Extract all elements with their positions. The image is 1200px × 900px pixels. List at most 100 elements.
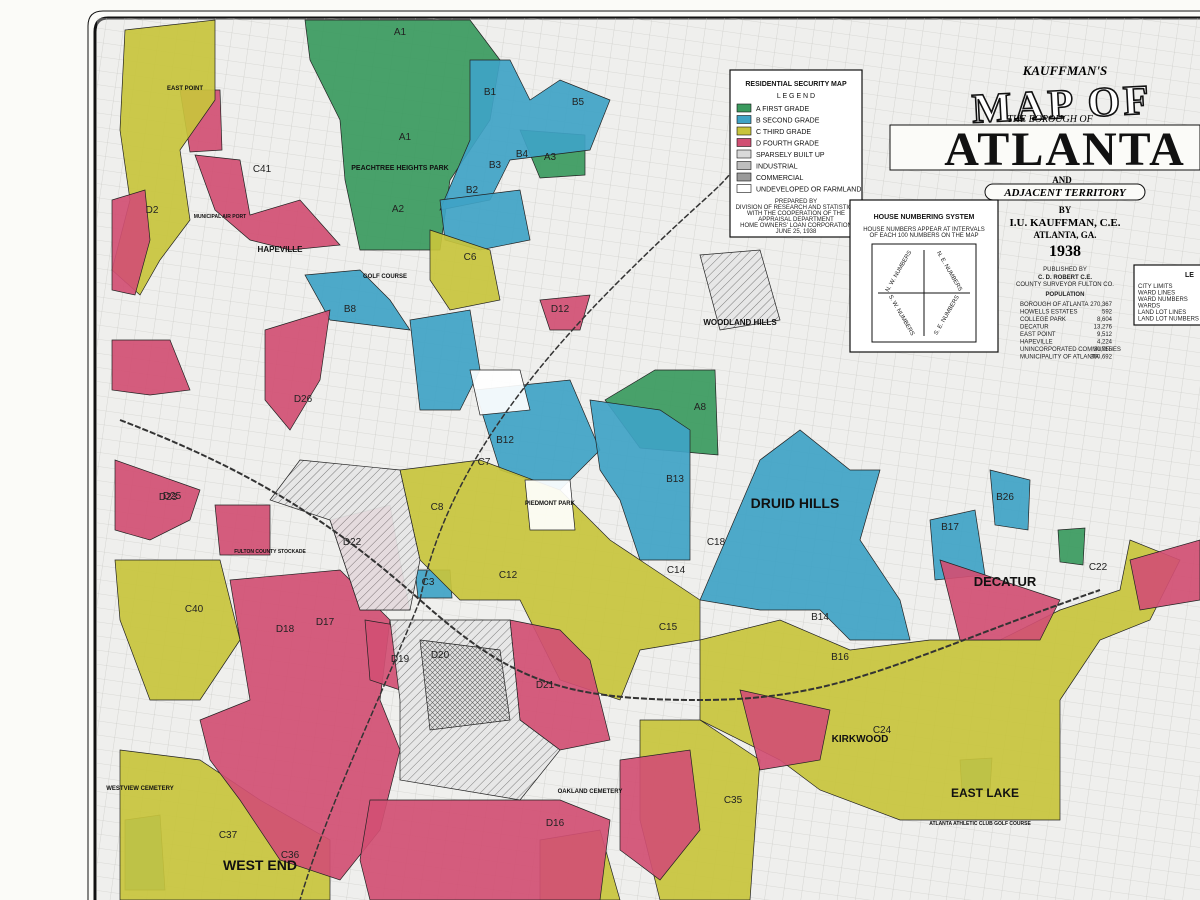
key-title: LE [1185,272,1194,279]
zone [114,459,201,541]
zone-label: C12 [499,570,518,581]
zone-label: B14 [811,612,829,623]
zone-label: A3 [544,152,557,163]
by: BY [1059,205,1072,215]
adjacent-frame [984,183,1146,201]
population-place: HAPEVILLE [1020,340,1053,346]
zone-label: B16 [831,652,849,663]
house-numbering: HOUSE NUMBERING SYSTEM HOUSE NUMBERS APP… [849,199,999,353]
zone [269,459,421,611]
zone [699,429,911,641]
zone-label: B5 [572,97,585,108]
legend-swatch [736,172,752,182]
zone [439,59,611,211]
title-frame [889,124,1200,171]
zone-label: B4 [516,149,529,160]
legend-label: A FIRST GRADE [756,106,809,113]
place-name: PIEDMONT PARK [525,501,576,507]
zone-label: D12 [551,304,570,315]
zone-label: B2 [466,185,479,196]
zone-label: D17 [316,617,335,628]
key-label: WARD NUMBERS [1138,297,1188,303]
key-label: WARDS [1138,304,1160,310]
legend-label: B SECOND GRADE [756,118,820,125]
legend-note: WITH THE COOPERATION OF THE [747,211,845,217]
zone-label: B12 [496,435,514,446]
house-diagram [871,243,977,343]
zone-label: B13 [666,474,684,485]
place-name: PEACHTREE HEIGHTS PARK [351,165,449,172]
zone-label: C35 [724,795,743,806]
zone-label: B17 [941,522,959,533]
legend-label: C THIRD GRADE [756,129,811,136]
key-label: CITY LIMITS [1138,284,1173,290]
frame-outer [87,10,1200,900]
legend-box [729,69,863,238]
zone-label: D2 [146,205,159,216]
population-count: 270,367 [1090,302,1112,308]
place-name: MUNICIPAL AIR PORT [194,214,246,220]
zone-label: B1 [484,87,497,98]
zone [699,249,781,331]
surveyor: C. D. ROBERT C.E. [1038,275,1092,281]
zone-label: C40 [185,604,204,615]
legend-note: DIVISION OF RESEARCH AND STATISTICS [736,205,857,211]
zone [1129,539,1200,611]
legend: RESIDENTIAL SECURITY MAP L E G E N D A F… [729,69,863,238]
place: ATLANTA, GA. [1034,230,1097,240]
zone-label: D22 [343,537,362,548]
population-place: HOWELLS ESTATES [1020,310,1077,316]
place-name: WOODLAND HILLS [703,318,777,327]
population-count: 8,604 [1097,317,1113,323]
zone [111,189,151,296]
legend-note: JUNE 25, 1938 [776,229,817,235]
house-note: HOUSE NUMBERS APPEAR AT INTERVALS [863,227,985,233]
county: COUNTY SURVEYOR FULTON CO. [1016,282,1114,288]
title: ATLANTA [944,123,1186,176]
railroad [119,419,1101,702]
zone-label: C8 [431,502,444,513]
place-name: DRUID HILLS [751,495,840,511]
title-block: KAUFFMAN'S MAP OF THE BOROUGH OF ATLANTA… [889,63,1200,260]
zone-label: D20 [431,650,450,661]
legend-label: INDUSTRIAL [756,164,798,171]
published-by: PUBLISHED BY [1043,267,1087,273]
zone [114,559,241,701]
zone-label: B8 [344,304,357,315]
zone-label: D16 [546,818,565,829]
zone [539,294,591,331]
zone-label: D26 [294,394,313,405]
adjacent: ADJACENT TERRITORY [1003,187,1127,199]
zone-label: C7 [478,457,491,468]
place-name: ATLANTA ATHLETIC CLUB GOLF COURSE [929,821,1031,827]
legend-label: D FOURTH GRADE [756,141,819,148]
zone-label: C37 [219,830,238,841]
year: 1938 [1049,243,1081,260]
title-top: MAP OF [971,77,1153,132]
subtitle: THE BOROUGH OF [1007,114,1093,125]
zone-label: A1 [399,132,412,143]
zone [419,639,511,731]
place-name: OAKLAND CEMETERY [558,789,623,795]
zone-label: D21 [536,680,555,691]
zone-label: C24 [873,725,892,736]
railroad [299,599,421,900]
population-count: 4,224 [1097,340,1113,346]
population-place: EAST POINT [1020,332,1056,338]
zone [409,309,481,411]
place-name: WESTVIEW CEMETERY [106,786,173,792]
legend-title: RESIDENTIAL SECURITY MAP [745,81,847,88]
zone [469,369,531,416]
zone-label: B3 [489,160,502,171]
zone [214,504,271,556]
zone-label: D25 [163,491,182,502]
population-count: 9,512 [1097,332,1113,338]
population-place: UNINCORPORATED COMMUNITIES [1020,347,1121,353]
legend-swatch [736,126,752,136]
zone-label: C15 [659,622,678,633]
legend-swatch [736,138,752,147]
zone [194,154,341,251]
population-rows: BOROUGH OF ATLANTA 270,367 HOWELLS ESTATES… [1020,302,1121,361]
